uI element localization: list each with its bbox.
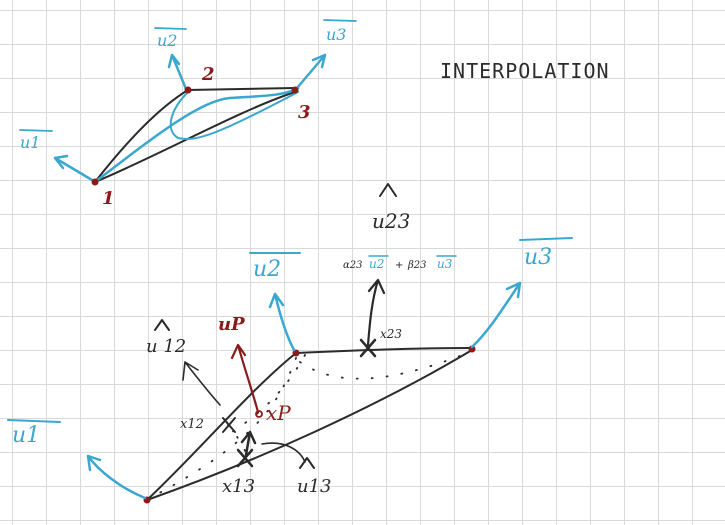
- svg-text:u1: u1: [12, 423, 40, 448]
- u23-arrow: [366, 278, 386, 347]
- top-vertex-3-label: 3: [298, 102, 311, 123]
- svg-text:β23: β23: [407, 260, 427, 271]
- svg-text:α23: α23: [343, 260, 362, 271]
- xp-label: xP: [266, 401, 291, 425]
- svg-text:u1: u1: [20, 133, 40, 152]
- x23-label: x23: [380, 327, 402, 341]
- title: INTERPOLATION: [440, 59, 610, 83]
- bottom-u2-label: u2: [249, 252, 301, 282]
- xp-point: [255, 410, 263, 418]
- x23-marker: [359, 338, 377, 358]
- svg-text:u2: u2: [369, 257, 384, 271]
- u12-hat-label: u 12: [146, 319, 186, 357]
- u23-formula: α23 u2 + β23 u3: [343, 255, 457, 271]
- top-vertex-2-label: 2: [201, 64, 215, 85]
- u12-arrow: [182, 361, 221, 406]
- x12-marker: [222, 417, 236, 433]
- svg-text:u3: u3: [326, 25, 346, 44]
- u23-hat-label: u23: [372, 183, 410, 233]
- top-vertex-1-label: 1: [102, 188, 115, 209]
- svg-text:u 12: u 12: [146, 336, 186, 357]
- u13-hat-label: u13: [297, 457, 332, 497]
- bottom-u1-label: u1: [7, 419, 61, 448]
- svg-text:u3: u3: [437, 257, 453, 271]
- x13-label: x13: [222, 476, 255, 497]
- u13-pointer: [261, 442, 306, 463]
- svg-text:u23: u23: [372, 209, 410, 233]
- top-u3-label: u3: [323, 19, 357, 44]
- svg-text:u2: u2: [157, 31, 177, 50]
- svg-text:+: +: [395, 260, 403, 271]
- svg-text:u3: u3: [524, 245, 552, 270]
- svg-text:u2: u2: [253, 257, 281, 282]
- up-arrow: [230, 343, 260, 414]
- bottom-normal-arrows: [86, 281, 522, 500]
- x13-marker: [236, 448, 254, 468]
- x12-label: x12: [180, 417, 204, 432]
- top-u2-label: u2: [154, 27, 187, 50]
- top-u1-label: u1: [19, 129, 53, 152]
- top-triangle: [53, 53, 327, 186]
- svg-text:u13: u13: [297, 476, 332, 497]
- up-label: uP: [218, 314, 245, 335]
- u13-arrow: [240, 430, 257, 457]
- bottom-u3-label: u3: [519, 237, 573, 270]
